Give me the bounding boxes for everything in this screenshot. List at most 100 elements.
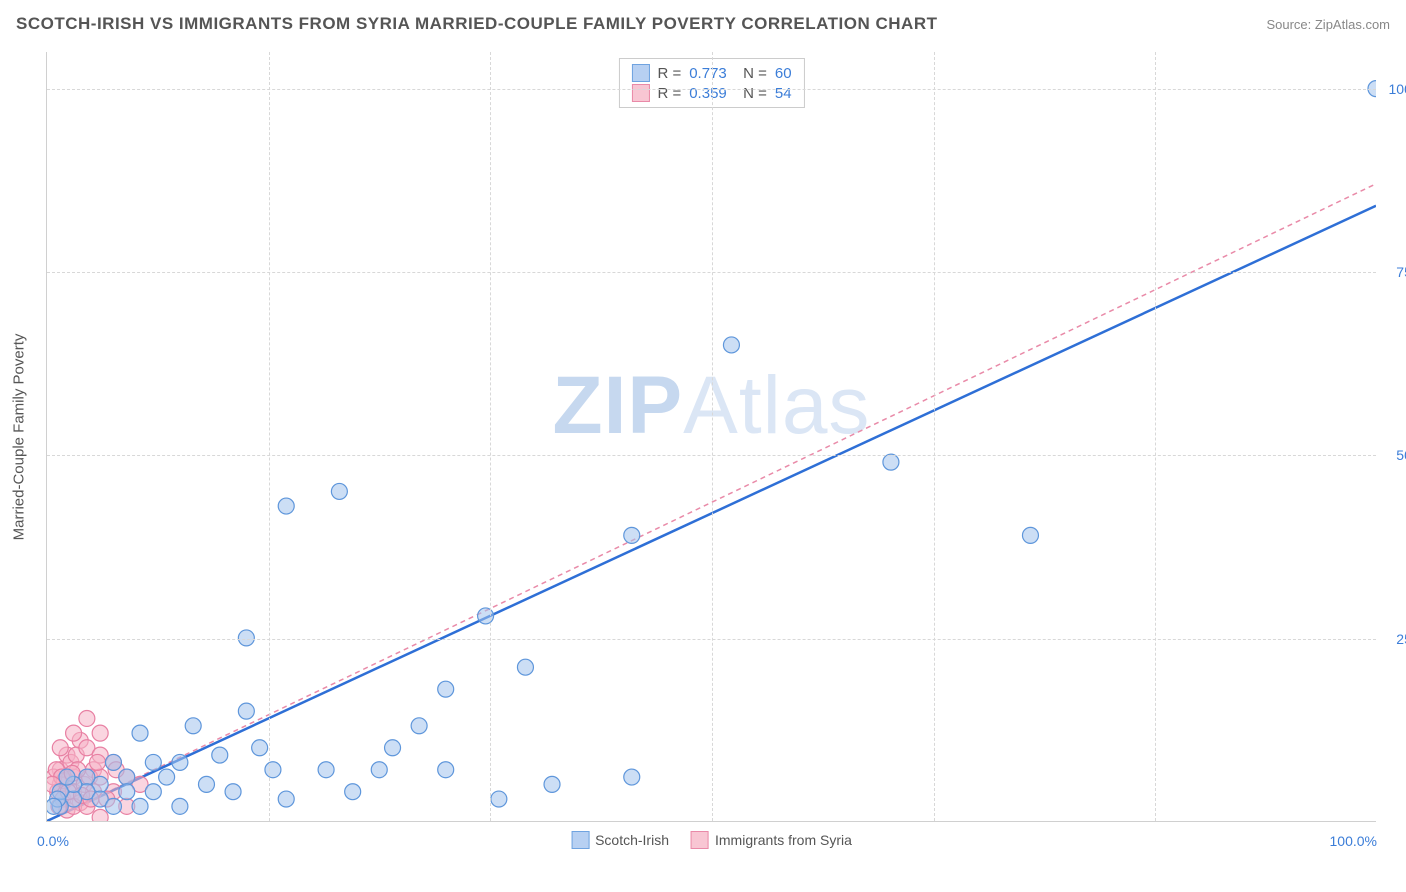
legend-n-label: N = (735, 85, 767, 102)
scatter-point (278, 498, 294, 514)
scatter-point (79, 740, 95, 756)
scatter-point (59, 747, 75, 763)
scatter-point (318, 762, 334, 778)
y-axis-label: Married-Couple Family Poverty (11, 333, 28, 540)
legend-r-label: R = (657, 65, 681, 82)
scatter-point (52, 740, 68, 756)
y-tick-label: 75.0% (1381, 264, 1406, 280)
scatter-point (92, 769, 108, 785)
scatter-point (212, 747, 228, 763)
scatter-point (544, 776, 560, 792)
scatter-point (1022, 527, 1038, 543)
scatter-point (47, 798, 62, 814)
scatter-point (50, 791, 66, 807)
swatch-pink-icon (691, 831, 709, 849)
scatter-point (132, 776, 148, 792)
legend-item-syria: Immigrants from Syria (691, 831, 852, 849)
scatter-point (198, 776, 214, 792)
gridline-vertical (269, 52, 270, 821)
scatter-point (76, 776, 92, 792)
legend-n-value: 60 (775, 65, 792, 82)
scatter-point (68, 747, 84, 763)
scatter-chart: Married-Couple Family Poverty ZIPAtlas R… (46, 52, 1376, 822)
scatter-point (185, 718, 201, 734)
scatter-point (238, 703, 254, 719)
scatter-point (50, 784, 66, 800)
legend-r-value: 0.773 (689, 65, 727, 82)
scatter-point (79, 784, 95, 800)
gridline-vertical (934, 52, 935, 821)
chart-header: SCOTCH-IRISH VS IMMIGRANTS FROM SYRIA MA… (16, 14, 1390, 34)
scatter-point (385, 740, 401, 756)
scatter-point (105, 798, 121, 814)
x-tick-label: 100.0% (1330, 833, 1377, 849)
legend-label: Scotch-Irish (595, 832, 669, 848)
scatter-point (411, 718, 427, 734)
scatter-point (883, 454, 899, 470)
scatter-point (92, 725, 108, 741)
scatter-point (345, 784, 361, 800)
scatter-point (83, 791, 99, 807)
scatter-point (64, 765, 80, 781)
scatter-point (265, 762, 281, 778)
scatter-point (132, 725, 148, 741)
scatter-point (66, 798, 82, 814)
scatter-point (70, 762, 86, 778)
scatter-point (48, 762, 64, 778)
scatter-point (371, 762, 387, 778)
scatter-point (105, 754, 121, 770)
scatter-point (52, 762, 68, 778)
scatter-point (105, 784, 121, 800)
scatter-point (624, 769, 640, 785)
gridline-vertical (1155, 52, 1156, 821)
scatter-point (66, 791, 82, 807)
scatter-point (59, 802, 75, 818)
y-tick-label: 25.0% (1381, 631, 1406, 647)
y-tick-label: 50.0% (1381, 447, 1406, 463)
scatter-point (79, 798, 95, 814)
scatter-point (47, 769, 62, 785)
scatter-point (119, 769, 135, 785)
scatter-point (92, 776, 108, 792)
watermark-zip: ZIP (553, 360, 684, 451)
x-tick-label: 0.0% (37, 833, 69, 849)
scatter-point (52, 798, 68, 814)
scatter-point (63, 754, 79, 770)
scatter-point (132, 798, 148, 814)
scatter-point (145, 784, 161, 800)
scatter-point (145, 754, 161, 770)
legend-r-value: 0.359 (689, 85, 727, 102)
scatter-point (74, 787, 90, 803)
scatter-point (105, 754, 121, 770)
scatter-point (86, 784, 102, 800)
scatter-point (172, 754, 188, 770)
scatter-point (252, 740, 268, 756)
scatter-point (119, 769, 135, 785)
scatter-point (54, 769, 70, 785)
legend-label: Immigrants from Syria (715, 832, 852, 848)
y-tick-label: 100.0% (1381, 81, 1406, 97)
legend-item-scotch-irish: Scotch-Irish (571, 831, 669, 849)
scatter-point (86, 762, 102, 778)
scatter-point (79, 769, 95, 785)
scatter-point (92, 791, 108, 807)
chart-title: SCOTCH-IRISH VS IMMIGRANTS FROM SYRIA MA… (16, 14, 938, 34)
scatter-point (55, 791, 71, 807)
scatter-point (624, 527, 640, 543)
legend-n-label: N = (735, 65, 767, 82)
scatter-point (90, 754, 106, 770)
swatch-blue-icon (571, 831, 589, 849)
scatter-point (72, 732, 88, 748)
scatter-point (225, 784, 241, 800)
scatter-point (438, 762, 454, 778)
scatter-point (108, 762, 124, 778)
scatter-point (52, 776, 68, 792)
scatter-point (92, 747, 108, 763)
scatter-point (278, 791, 294, 807)
scatter-point (47, 776, 60, 792)
swatch-blue-icon (631, 64, 649, 82)
scatter-point (82, 769, 98, 785)
scatter-point (72, 795, 88, 811)
scatter-point (517, 659, 533, 675)
legend-n-value: 54 (775, 85, 792, 102)
